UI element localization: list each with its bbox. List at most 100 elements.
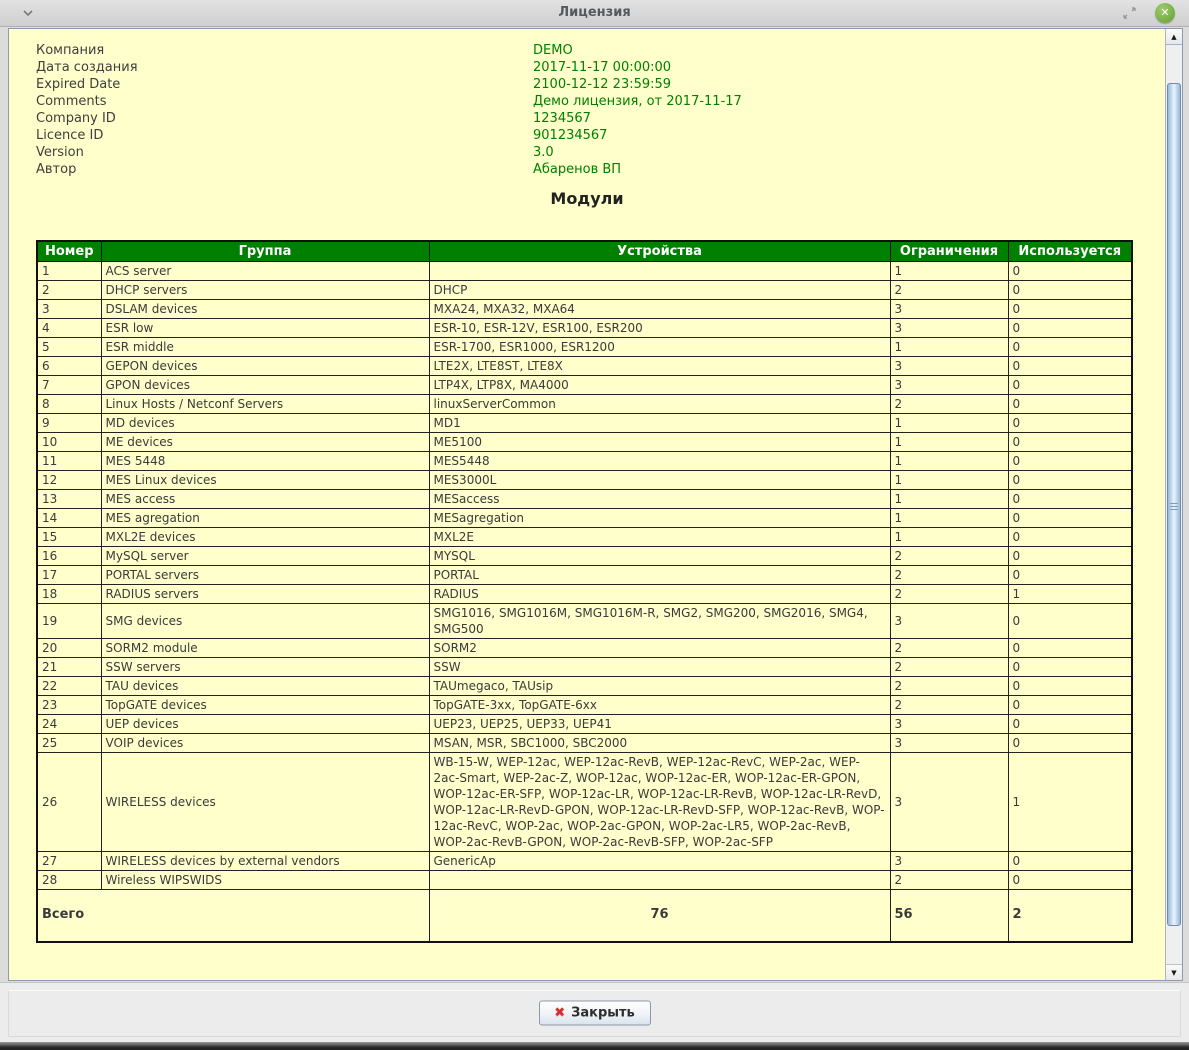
scroll-down-button[interactable]: ▼: [1166, 964, 1182, 980]
table-cell-limit: 2: [889, 870, 1009, 890]
table-cell-used: 0: [1007, 375, 1133, 395]
table-cell-group: UEP devices: [100, 714, 430, 734]
scroll-up-icon: ▲: [1171, 33, 1177, 41]
close-window-button[interactable]: ✕: [1155, 3, 1175, 23]
table-row: 18 RADIUS servers RADIUS 2 1: [36, 584, 1133, 604]
table-cell-used: 0: [1007, 527, 1133, 547]
table-row: 17 PORTAL servers PORTAL 2 0: [36, 565, 1133, 585]
table-cell-limit: 2: [889, 546, 1009, 566]
table-cell-group: MES access: [100, 489, 430, 509]
info-label: Expired Date: [36, 77, 121, 92]
table-cell-number: 17: [36, 565, 102, 585]
table-row: 6 GEPON devices LTE2X, LTE8ST, LTE8X 3 0: [36, 356, 1133, 376]
table-cell-group: SMG devices: [100, 603, 430, 639]
table-cell-devices: GenericAp: [428, 851, 891, 871]
table-cell-used: 0: [1007, 870, 1133, 890]
table-cell-devices: MES3000L: [428, 470, 891, 490]
table-cell-number: 25: [36, 733, 102, 753]
table-row: 21 SSW servers SSW 2 0: [36, 657, 1133, 677]
table-cell-devices: UEP23, UEP25, UEP33, UEP41: [428, 714, 891, 734]
table-cell-number: 10: [36, 432, 102, 452]
table-cell-limit: 2: [889, 565, 1009, 585]
table-cell-used: 0: [1007, 470, 1133, 490]
window-menu-button[interactable]: [16, 4, 40, 22]
col-header-limit: Ограничения: [889, 240, 1009, 262]
table-cell-number: 5: [36, 337, 102, 357]
info-row: Компания DEMO: [36, 42, 742, 59]
table-cell-devices: RADIUS: [428, 584, 891, 604]
modules-title: Модули: [550, 189, 624, 208]
table-cell-limit: 3: [889, 356, 1009, 376]
table-cell-number: 9: [36, 413, 102, 433]
license-page: Компания DEMO Дата создания 2017-11-17 00:0…: [9, 29, 1165, 980]
vertical-scrollbar[interactable]: ▲ ▼: [1165, 29, 1182, 980]
table-cell-devices: MXL2E: [428, 527, 891, 547]
restore-button[interactable]: [1119, 3, 1141, 23]
table-cell-devices: ESR-10, ESR-12V, ESR100, ESR200: [428, 318, 891, 338]
table-cell-devices: SSW: [428, 657, 891, 677]
table-cell-limit: 2: [889, 394, 1009, 414]
table-cell-number: 23: [36, 695, 102, 715]
info-label: Comments: [36, 94, 107, 109]
info-row: Автор Абаренов ВП: [36, 161, 742, 178]
table-cell-group: GPON devices: [100, 375, 430, 395]
table-cell-number: 15: [36, 527, 102, 547]
table-cell-devices: MESagregation: [428, 508, 891, 528]
table-row: 25 VOIP devices MSAN, MSR, SBC1000, SBC200…: [36, 733, 1133, 753]
table-cell-limit: 1: [889, 508, 1009, 528]
table-cell-used: 0: [1007, 851, 1133, 871]
table-cell-group: WIRELESS devices: [100, 752, 430, 852]
table-cell-used: 0: [1007, 299, 1133, 319]
table-cell-number: 24: [36, 714, 102, 734]
table-row: 2 DHCP servers DHCP 2 0: [36, 280, 1133, 300]
table-row: 8 Linux Hosts / Netconf Servers linuxServe…: [36, 394, 1133, 414]
modules-table: Номер Группа Устройства Ограничения Испо…: [36, 240, 1133, 943]
table-cell-number: 8: [36, 394, 102, 414]
table-cell-used: 0: [1007, 546, 1133, 566]
total-limit: 56: [889, 889, 1009, 942]
close-icon: ✕: [1160, 6, 1170, 19]
table-cell-limit: 3: [889, 375, 1009, 395]
scrollbar-thumb[interactable]: [1167, 83, 1181, 926]
table-cell-group: MXL2E devices: [100, 527, 430, 547]
table-cell-limit: 1: [889, 527, 1009, 547]
table-cell-used: 0: [1007, 657, 1133, 677]
info-value: 3.0: [533, 145, 554, 160]
info-label: Licence ID: [36, 128, 104, 143]
info-value: 2100-12-12 23:59:59: [533, 77, 672, 92]
table-row: 20 SORM2 module SORM2 2 0: [36, 638, 1133, 658]
table-cell-group: GEPON devices: [100, 356, 430, 376]
total-used: 2: [1007, 889, 1133, 942]
table-row: 22 TAU devices TAUmegaco, TAUsip 2 0: [36, 676, 1133, 696]
scroll-up-button[interactable]: ▲: [1166, 29, 1182, 45]
table-cell-number: 27: [36, 851, 102, 871]
table-header-row: Номер Группа Устройства Ограничения Испо…: [36, 240, 1133, 262]
table-cell-limit: 3: [889, 752, 1009, 852]
table-row: 23 TopGATE devices TopGATE-3xx, TopGATE-6x…: [36, 695, 1133, 715]
col-header-used: Используется: [1007, 240, 1133, 262]
table-row: 7 GPON devices LTP4X, LTP8X, MA4000 3 0: [36, 375, 1133, 395]
table-cell-number: 7: [36, 375, 102, 395]
close-button[interactable]: ✖ Закрыть: [538, 1000, 651, 1025]
table-row: 11 MES 5448 MES5448 1 0: [36, 451, 1133, 471]
table-cell-used: 0: [1007, 733, 1133, 753]
table-cell-used: 0: [1007, 280, 1133, 300]
table-cell-limit: 1: [889, 261, 1009, 281]
table-cell-used: 0: [1007, 261, 1133, 281]
table-cell-devices: [428, 261, 891, 281]
table-cell-number: 2: [36, 280, 102, 300]
table-cell-group: SORM2 module: [100, 638, 430, 658]
table-cell-group: Wireless WIPSWIDS: [100, 870, 430, 890]
table-cell-devices: SMG1016, SMG1016M, SMG1016M-R, SMG2, SMG…: [428, 603, 891, 639]
table-row: 1 ACS server 1 0: [36, 261, 1133, 281]
col-header-group: Группа: [100, 240, 430, 262]
table-cell-limit: 3: [889, 714, 1009, 734]
table-cell-used: 1: [1007, 584, 1133, 604]
col-header-devices: Устройства: [428, 240, 891, 262]
table-cell-limit: 2: [889, 584, 1009, 604]
table-cell-devices: MYSQL: [428, 546, 891, 566]
col-header-number: Номер: [36, 240, 102, 262]
table-cell-group: MES 5448: [100, 451, 430, 471]
scrollbar-grip-icon: [1169, 501, 1179, 512]
table-cell-group: TAU devices: [100, 676, 430, 696]
